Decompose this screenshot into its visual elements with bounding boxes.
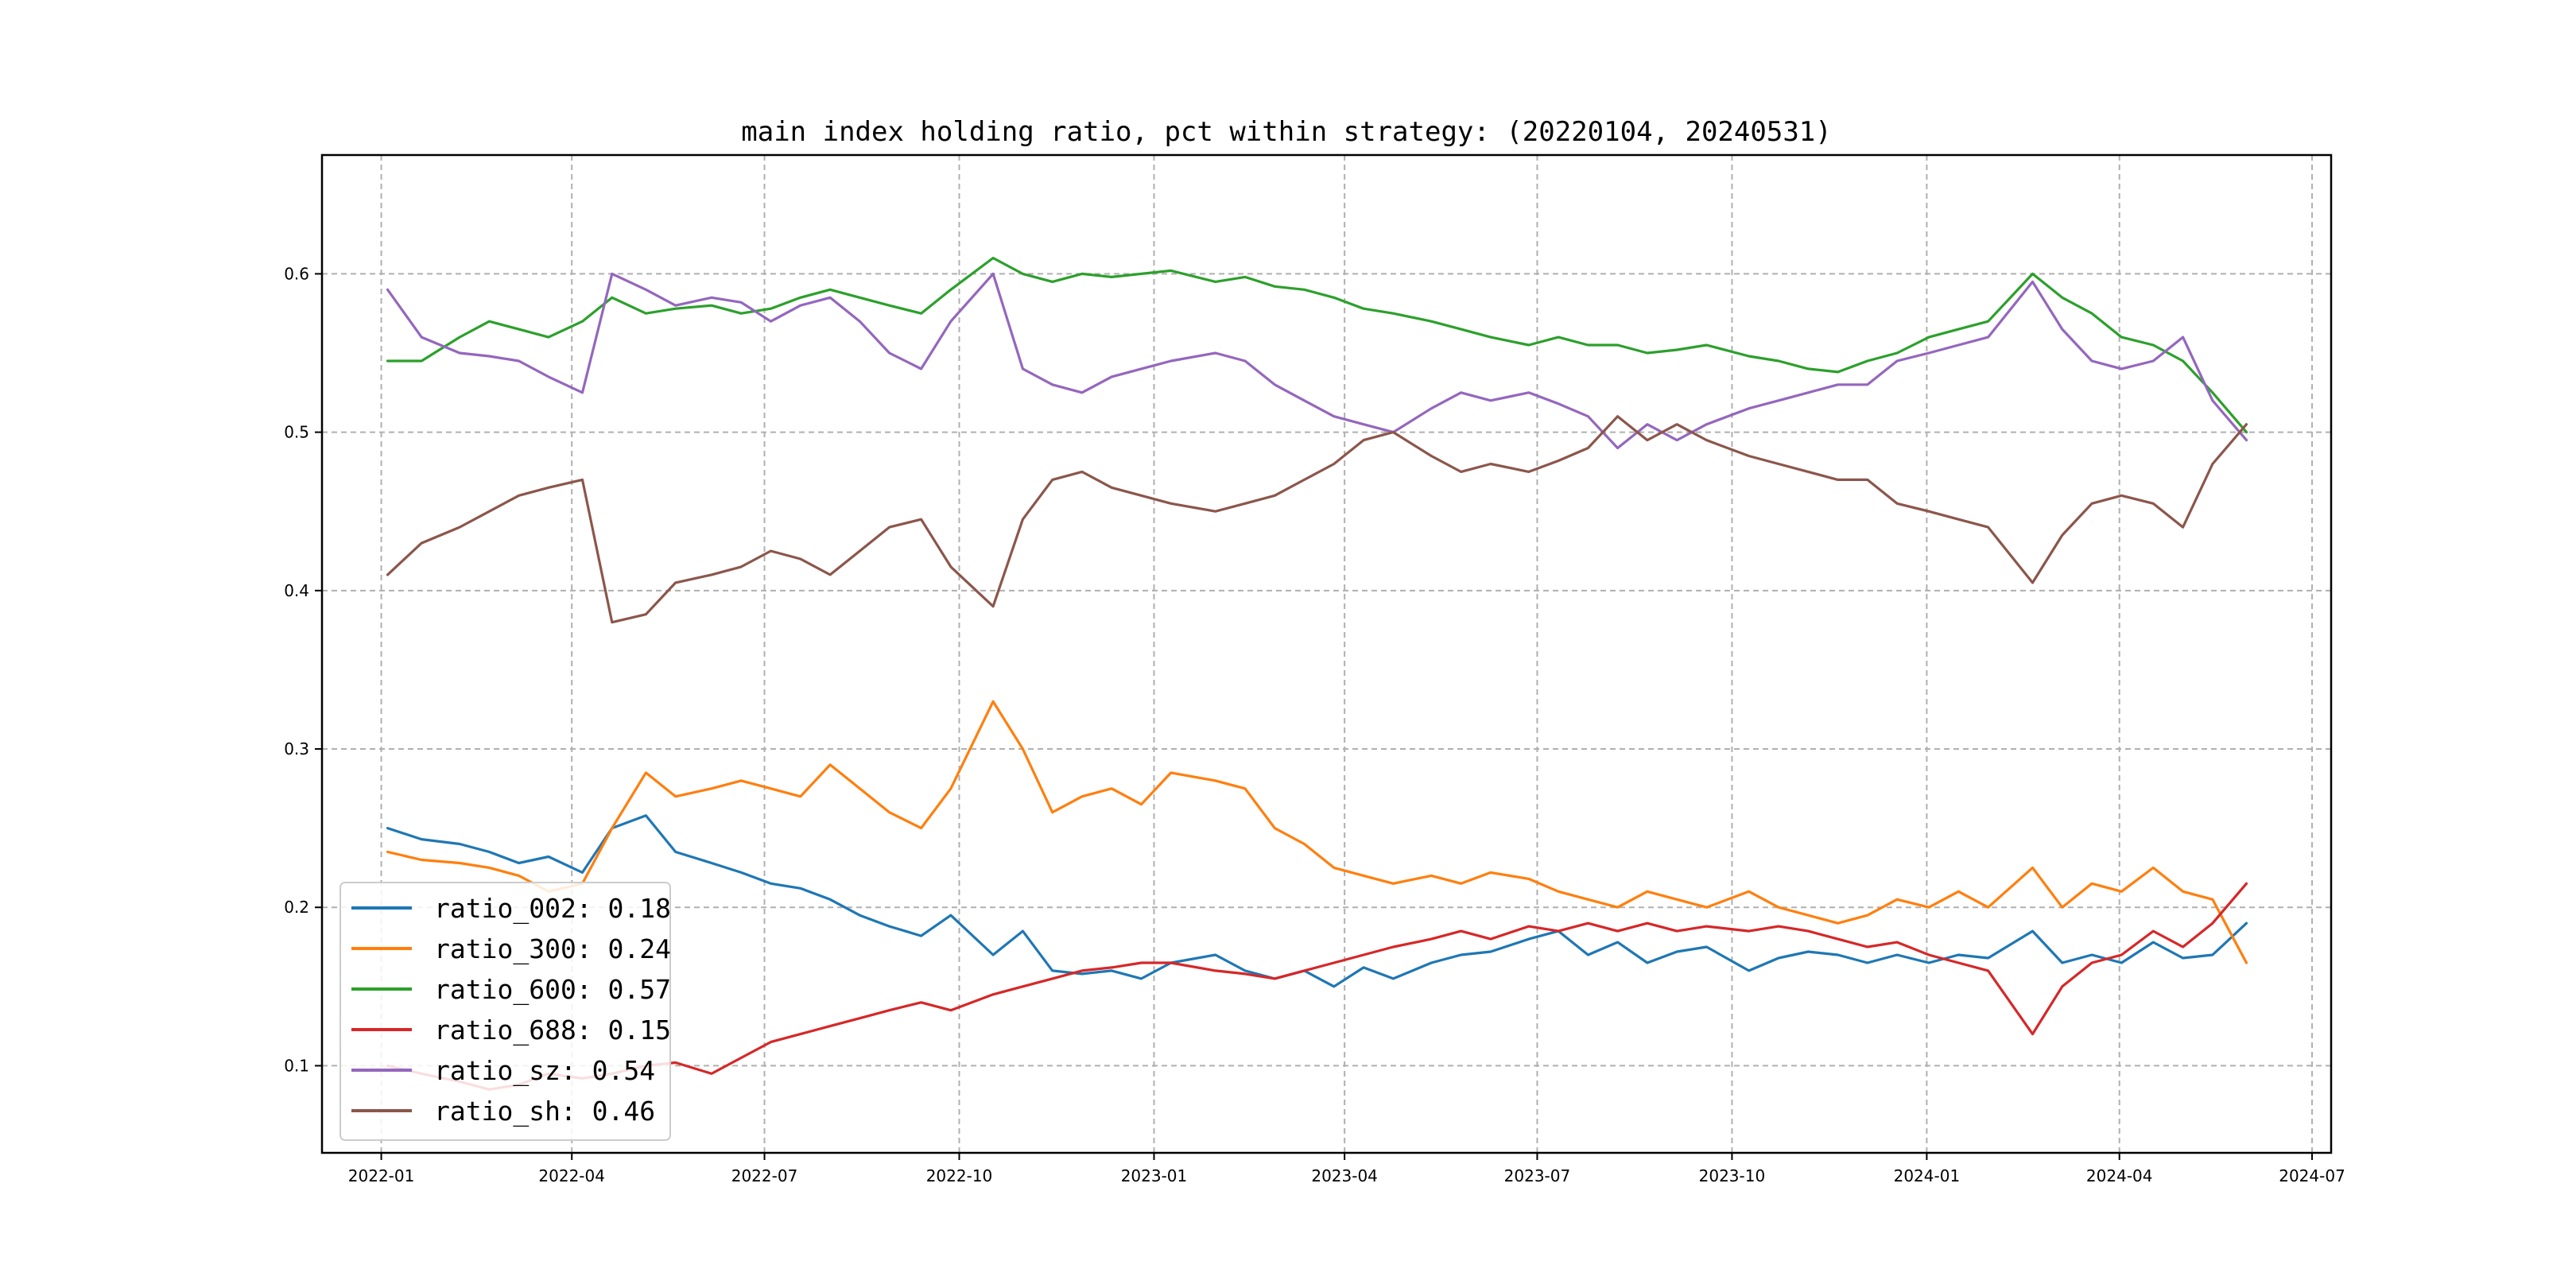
x-tick-label: 2022-04 xyxy=(538,1166,605,1185)
x-tick-label: 2022-10 xyxy=(926,1166,993,1185)
x-tick-label: 2023-01 xyxy=(1121,1166,1188,1185)
legend-label-ratio-002: ratio_002: 0.18 xyxy=(434,893,671,925)
series-line-ratio-600 xyxy=(386,256,2248,434)
x-tick-label: 2022-01 xyxy=(348,1166,415,1185)
series-line-ratio-688 xyxy=(386,882,2248,1091)
ticks: 2022-01 2022-04 2022-07 2022-10 2023-01 2023-… xyxy=(284,264,2345,1185)
series-line-ratio-300 xyxy=(386,700,2248,964)
x-tick-label: 2024-07 xyxy=(2279,1166,2345,1185)
series-line-ratio-sh xyxy=(386,415,2248,624)
legend: ratio_002: 0.18 ratio_300: 0.24 ratio_600:… xyxy=(339,882,671,1141)
y-tick-label: 0.5 xyxy=(284,423,309,442)
legend-label-ratio-sh: ratio_sh: 0.46 xyxy=(434,1096,655,1127)
x-tick-label: 2024-04 xyxy=(2086,1166,2153,1185)
legend-box xyxy=(339,882,671,1141)
legend-label-ratio-sz: ratio_sz: 0.54 xyxy=(434,1055,655,1087)
y-tick-label: 0.2 xyxy=(284,898,309,917)
legend-label-ratio-600: ratio_600: 0.57 xyxy=(434,974,671,1006)
y-tick-label: 0.3 xyxy=(284,739,309,758)
y-tick-label: 0.6 xyxy=(284,264,309,283)
x-tick-label: 2023-07 xyxy=(1504,1166,1571,1185)
legend-label-ratio-688: ratio_688: 0.15 xyxy=(434,1014,671,1046)
x-tick-label: 2022-07 xyxy=(731,1166,798,1185)
axes-frame xyxy=(320,153,2333,1154)
y-tick-label: 0.1 xyxy=(284,1056,309,1075)
series-line-ratio-sz xyxy=(386,272,2248,450)
x-tick-label: 2023-04 xyxy=(1311,1166,1378,1185)
grid xyxy=(322,155,2331,1153)
series-line-ratio-002 xyxy=(386,814,2248,988)
y-tick-label: 0.4 xyxy=(284,581,309,600)
legend-label-ratio-300: ratio_300: 0.24 xyxy=(434,933,671,965)
series-group xyxy=(386,256,2248,1091)
x-tick-label: 2023-10 xyxy=(1699,1166,1766,1185)
x-tick-label: 2024-01 xyxy=(1894,1166,1961,1185)
chart-title: main index holding ratio, pct within str… xyxy=(741,116,1831,148)
